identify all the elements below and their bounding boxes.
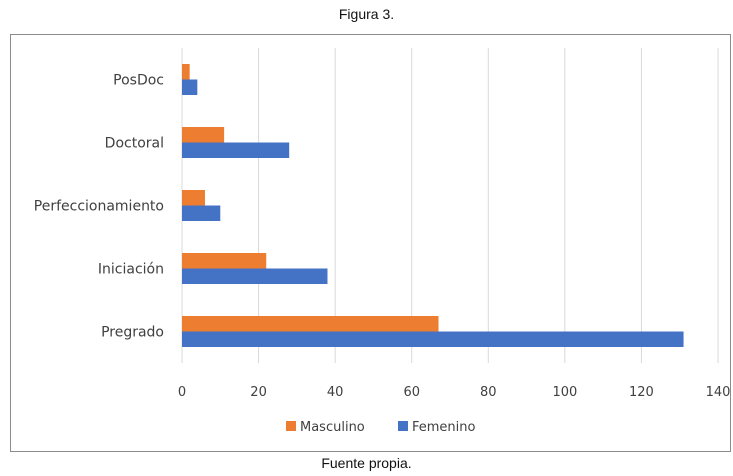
legend-swatch-femenino	[398, 421, 408, 431]
chart-frame	[10, 34, 731, 452]
legend-swatch-masculino	[286, 421, 296, 431]
x-tick-label-60: 60	[403, 385, 420, 400]
figure-title: Figura 3.	[338, 6, 395, 22]
bars	[182, 64, 684, 347]
figure-source: Fuente propia.	[321, 455, 412, 471]
bar-masculino-posdoc	[182, 64, 190, 80]
legend-label-femenino: Femenino	[412, 420, 476, 435]
category-label-1: Iniciación	[98, 262, 164, 278]
y-axis-categories: Pregrado Iniciación Perfeccionamiento Docto…	[34, 73, 164, 341]
x-tick-label-140: 140	[706, 385, 731, 400]
bar-femenino-pregrado	[182, 331, 684, 347]
gridlines	[181, 48, 719, 363]
x-tick-label-80: 80	[480, 385, 497, 400]
category-label-2: Perfeccionamiento	[34, 199, 164, 215]
bar-femenino-iniciación	[182, 268, 328, 284]
x-tick-label-100: 100	[552, 385, 577, 400]
x-tick-label-120: 120	[629, 385, 654, 400]
category-label-3: Doctoral	[105, 136, 164, 152]
x-tick-label-20: 20	[250, 385, 267, 400]
bar-masculino-iniciación	[182, 253, 267, 269]
bar-femenino-doctoral	[182, 142, 290, 158]
category-label-4: PosDoc	[113, 73, 164, 89]
x-axis-ticks: 0 20 40 60 80 100 120 140	[178, 385, 731, 400]
bar-masculino-perfeccionamiento	[182, 190, 205, 206]
x-tick-label-0: 0	[178, 385, 186, 400]
legend-label-masculino: Masculino	[300, 420, 365, 435]
x-tick-label-40: 40	[327, 385, 344, 400]
legend: Masculino Femenino	[286, 420, 476, 435]
category-label-0: Pregrado	[101, 325, 164, 341]
bar-masculino-pregrado	[182, 316, 439, 332]
bar-masculino-doctoral	[182, 127, 225, 143]
bar-femenino-perfeccionamiento	[182, 205, 221, 221]
bar-femenino-posdoc	[182, 79, 198, 95]
